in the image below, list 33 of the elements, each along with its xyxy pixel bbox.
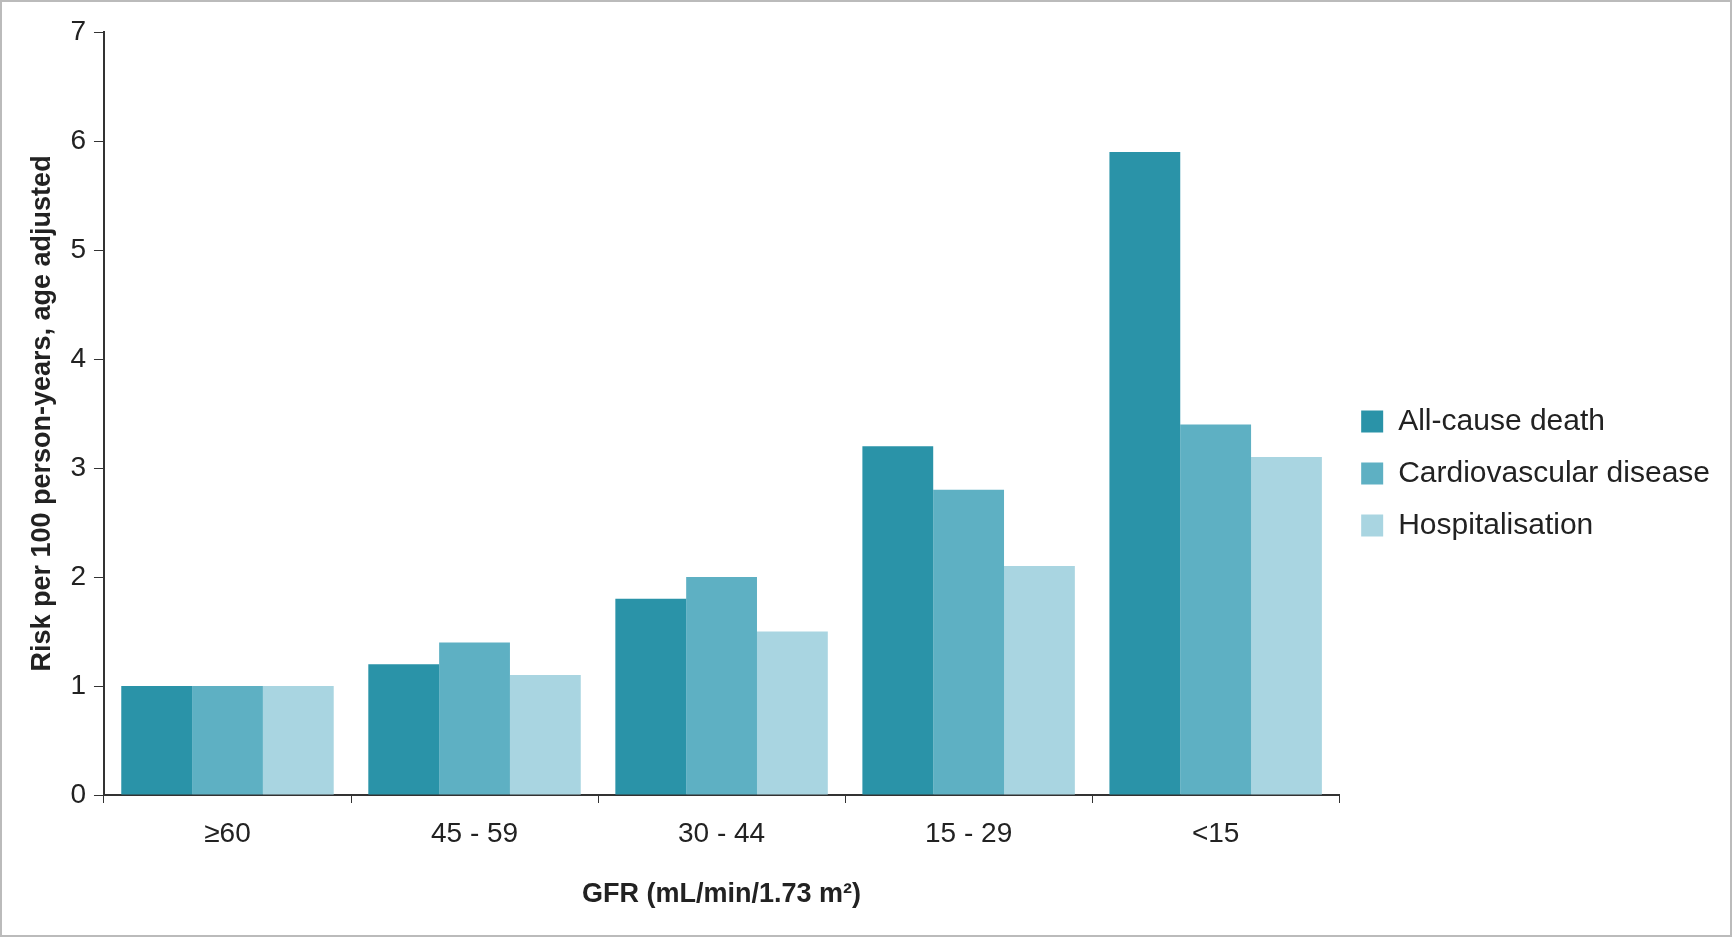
x-axis-title: GFR (mL/min/1.73 m²) (582, 878, 862, 909)
bar (1180, 424, 1252, 795)
bar (756, 631, 828, 795)
bar (1004, 566, 1075, 795)
bar (933, 489, 1005, 795)
bar (368, 664, 440, 795)
bar (262, 686, 334, 795)
y-tick-label: 0 (70, 777, 86, 809)
legend-label: Hospitalisation (1398, 506, 1594, 540)
legend-label: Cardiovascular disease (1398, 454, 1711, 488)
legend-label: All-cause death (1398, 402, 1605, 436)
x-tick-label: 15 - 29 (925, 816, 1013, 848)
bar (686, 577, 757, 795)
bar (862, 446, 934, 795)
bar (121, 686, 193, 795)
y-axis-title: Risk per 100 person-years, age adjusted (25, 155, 56, 672)
y-tick-label: 3 (70, 450, 86, 482)
bar (509, 675, 581, 795)
y-tick-label: 1 (70, 668, 86, 700)
x-tick-label: <15 (1191, 816, 1240, 848)
x-tick-label: 30 - 44 (677, 816, 766, 848)
x-tick-label: 45 - 59 (430, 816, 519, 848)
x-tick-label: ≥60 (204, 816, 251, 848)
bar (192, 686, 263, 795)
y-tick-label: 6 (70, 123, 86, 155)
bar (1109, 151, 1181, 795)
y-tick-label: 5 (70, 232, 86, 264)
y-tick-label: 4 (70, 341, 86, 373)
bar (615, 598, 687, 795)
bar (439, 642, 510, 795)
y-tick-label: 2 (70, 559, 86, 591)
bar (1251, 457, 1322, 795)
y-tick-label: 7 (70, 14, 86, 46)
